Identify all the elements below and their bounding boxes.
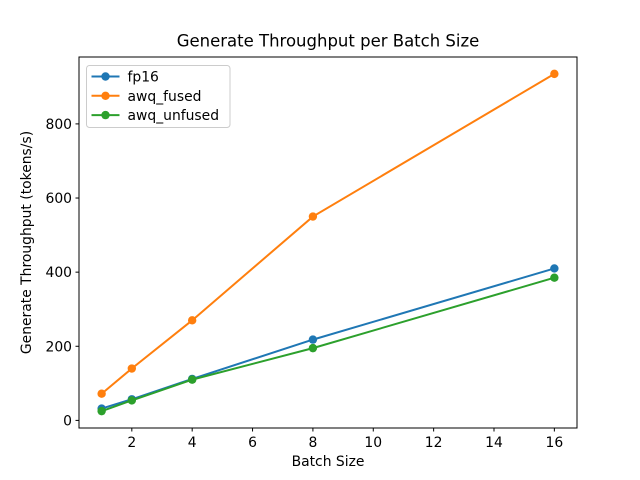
x-axis-label: Batch Size bbox=[292, 454, 365, 470]
legend-marker bbox=[101, 72, 110, 81]
legend-label: awq_fused bbox=[128, 89, 202, 105]
x-tick-label: 2 bbox=[127, 435, 136, 451]
legend: fp16 awq_fused awq_unfused bbox=[86, 65, 231, 128]
series-layer bbox=[97, 69, 559, 416]
y-tick-label: 400 bbox=[45, 265, 72, 281]
data-point-awq_fused bbox=[550, 69, 559, 79]
data-point-awq_unfused bbox=[187, 375, 197, 384]
x-tick-label: 8 bbox=[308, 435, 317, 451]
x-tick-label: 16 bbox=[546, 435, 564, 451]
legend-marker bbox=[101, 91, 110, 101]
legend-item-awq_unfused: awq_unfused bbox=[91, 108, 220, 124]
legend-label: awq_unfused bbox=[128, 108, 220, 124]
legend-item-fp16: fp16 bbox=[91, 70, 159, 86]
data-point-awq_fused bbox=[308, 212, 318, 221]
y-axis-label: Generate Throughput (tokens/s) bbox=[19, 131, 35, 354]
x-tick-label: 12 bbox=[425, 435, 443, 451]
y-tick-label: 800 bbox=[45, 117, 72, 133]
data-point-fp16 bbox=[550, 264, 559, 273]
axes-frame bbox=[78, 56, 578, 429]
data-point-awq_fused bbox=[97, 389, 106, 398]
x-tick-label: 4 bbox=[188, 435, 197, 451]
data-point-awq_unfused bbox=[308, 343, 318, 353]
y-tick-label: 600 bbox=[45, 191, 72, 207]
x-tick-label: 10 bbox=[364, 435, 382, 451]
data-point-awq_unfused bbox=[550, 273, 559, 282]
chart-title: Generate Throughput per Batch Size bbox=[177, 32, 480, 51]
data-point-awq_unfused bbox=[97, 406, 106, 416]
data-point-awq_fused bbox=[127, 364, 137, 373]
legend-label: fp16 bbox=[128, 70, 159, 86]
x-tick-label: 14 bbox=[485, 435, 503, 451]
data-point-awq_unfused bbox=[127, 396, 137, 405]
x-tick-label: 6 bbox=[248, 435, 257, 451]
legend-frame bbox=[86, 65, 231, 128]
y-tick-label: 0 bbox=[63, 413, 72, 429]
tick-layer: 2 4 6 8 10 12 14 16 0 200 400 600 800 bbox=[45, 117, 563, 451]
data-point-awq_fused bbox=[187, 316, 197, 325]
legend-marker bbox=[101, 110, 110, 120]
y-tick-label: 200 bbox=[45, 339, 72, 355]
legend-item-awq_fused: awq_fused bbox=[91, 89, 202, 105]
data-point-fp16 bbox=[308, 335, 318, 344]
